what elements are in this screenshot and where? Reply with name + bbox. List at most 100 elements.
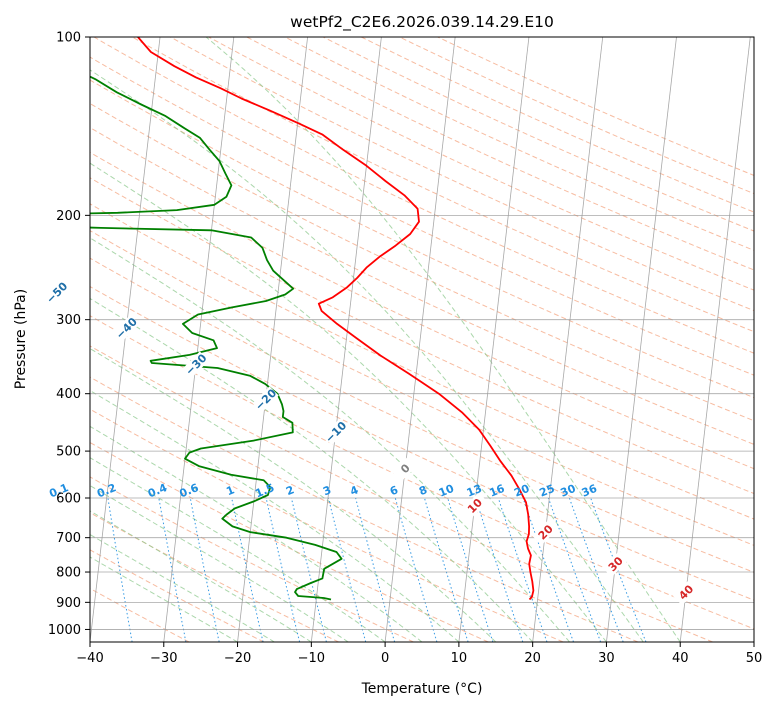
dry-adiabat-line	[284, 37, 754, 251]
y-tick-label: 900	[56, 596, 81, 611]
isotherm-line	[384, 37, 456, 642]
x-tick-label: 50	[746, 651, 763, 666]
moist-adiabat-line	[90, 457, 386, 642]
isotherm-label-bg	[532, 519, 559, 546]
moist-adiabat-line	[90, 533, 275, 642]
mixing-ratio-line	[475, 497, 524, 642]
dewpoint-profile-line	[90, 75, 343, 601]
moist-adiabat-line	[205, 37, 681, 642]
mixing-ratio-label: 25	[538, 482, 557, 500]
moist-adiabat-line	[90, 485, 349, 642]
x-tick-label: 10	[451, 651, 468, 666]
mixing-ratio-line	[522, 497, 574, 642]
x-tick-label: 20	[524, 651, 541, 666]
isotherm-line	[679, 37, 751, 642]
dry-adiabat-line	[90, 127, 754, 445]
dry-adiabat-line	[90, 441, 489, 642]
mixing-ratio-line	[447, 497, 494, 642]
mixing-ratio-label: 16	[487, 482, 506, 500]
dry-adiabat-line	[437, 37, 754, 176]
axes: −40 −30 −20 −10 0 10 20 30 40 50 100 200 300 400 500 60…	[48, 31, 762, 667]
mixing-ratio-line	[265, 497, 301, 642]
y-axis-label: Pressure (hPa)	[13, 289, 29, 389]
dry-adiabat-line	[90, 177, 754, 495]
y-tick-label: 200	[56, 209, 81, 224]
mixing-ratio-label: 10	[437, 482, 456, 500]
dry-adiabat-line	[246, 37, 754, 271]
x-tick-label: −40	[76, 651, 103, 666]
dry-adiabat-line	[131, 37, 754, 333]
moist-adiabat-line	[90, 297, 534, 642]
isotherm-label-bg	[43, 279, 70, 306]
moist-adiabat-line	[90, 162, 607, 642]
temperature-profile-line	[137, 37, 535, 601]
dry-adiabat-line	[93, 37, 754, 354]
mixing-ratio-line	[547, 497, 602, 642]
isotherm-line	[237, 37, 309, 642]
y-tick-label: 700	[56, 531, 81, 546]
dry-adiabat-line	[208, 37, 754, 291]
dry-adiabat-line	[90, 376, 639, 642]
dry-adiabat-line	[90, 257, 754, 573]
x-tick-label: 30	[598, 651, 615, 666]
x-tick-label: 0	[381, 651, 389, 666]
isotherm-label-bg	[602, 550, 629, 577]
y-tick-label: 800	[56, 566, 81, 581]
mixing-ratio-label: 20	[512, 482, 531, 500]
mixing-ratio-label: 3	[321, 483, 333, 498]
y-tick-label: 100	[56, 31, 81, 46]
isotherm-label-bg	[182, 351, 209, 378]
isotherm-line	[163, 37, 235, 642]
dry-adiabat-line	[90, 345, 713, 642]
moist-adiabat-line	[90, 389, 460, 642]
mixing-ratio-line	[189, 497, 220, 642]
dry-adiabat-line	[399, 37, 754, 195]
isotherm-line	[458, 37, 530, 642]
mixing-ratio-line	[355, 497, 396, 642]
dry-adiabat-line	[90, 103, 754, 422]
mixing-ratio-line	[327, 497, 367, 642]
moist-adiabat-line	[90, 237, 570, 642]
mixing-ratio-line	[424, 497, 469, 642]
y-tick-label: 1000	[48, 623, 81, 638]
x-tick-label: −10	[298, 651, 325, 666]
x-tick-label: 40	[672, 651, 689, 666]
dry-adiabat-line	[90, 476, 414, 642]
moist-adiabat-line	[90, 556, 238, 642]
moist-adiabat-line	[90, 69, 644, 642]
chart-title: wetPf2_C2E6.2026.039.14.29.E10	[290, 13, 554, 32]
isotherm-line	[310, 37, 382, 642]
isotherm-label-bg	[672, 579, 700, 606]
x-axis-label: Temperature (°C)	[361, 681, 483, 697]
mixing-ratio-label: 30	[559, 482, 578, 500]
mixing-ratio-line	[590, 497, 647, 642]
isotherm-line	[90, 37, 161, 642]
isotherm-label-bg	[322, 418, 349, 445]
y-tick-label: 500	[56, 445, 81, 460]
profile-lines	[90, 37, 535, 601]
y-tick-label: 400	[56, 387, 81, 402]
moist-adiabat-line	[90, 347, 497, 642]
mixing-ratio-label: 1	[224, 483, 236, 498]
mixing-ratio-line	[290, 497, 327, 642]
dry-adiabat-line	[90, 230, 754, 546]
mixing-ratio-label: 13	[465, 482, 484, 500]
y-tick-label: 600	[56, 492, 81, 507]
isotherm-label-bg	[113, 315, 140, 342]
isotherm-label-bg	[392, 455, 419, 482]
mixing-ratio-line	[568, 497, 624, 642]
dry-adiabat-line	[90, 56, 754, 376]
isotherm-line	[606, 37, 677, 642]
isotherm-label-bg	[461, 492, 488, 519]
mixing-ratio-label: 36	[580, 482, 599, 500]
mixing-ratio-line	[497, 497, 548, 642]
x-tick-label: −20	[224, 651, 251, 666]
isotherm-label-bg	[252, 386, 279, 413]
plot-frame	[89, 36, 755, 643]
y-tick-label: 300	[56, 313, 81, 328]
x-tick-label: −30	[150, 651, 177, 666]
dry-adiabat-line	[90, 408, 564, 642]
background-lines	[90, 37, 754, 642]
